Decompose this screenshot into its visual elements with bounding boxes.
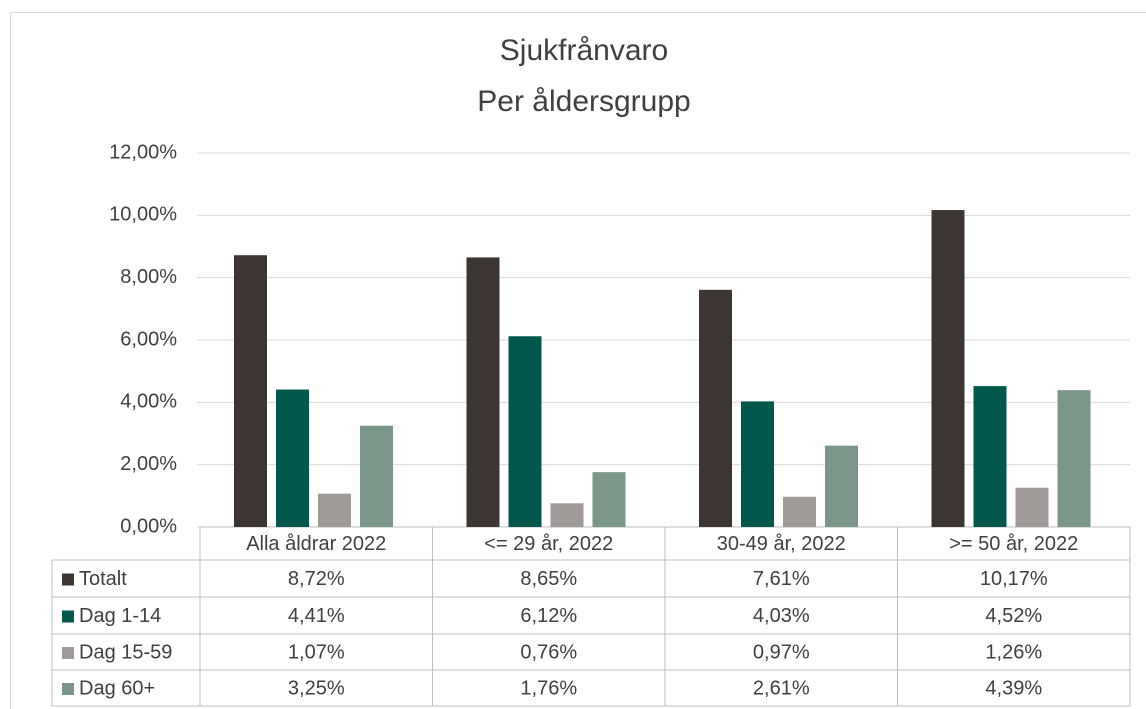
bar <box>1057 390 1091 527</box>
bar <box>276 389 309 527</box>
data-label: 4,52% <box>985 605 1042 627</box>
bar <box>592 472 626 527</box>
bar <box>508 336 542 527</box>
x-tick-label: Alla åldrar 2022 <box>246 533 386 555</box>
y-tick-label: 12,00% <box>109 141 177 163</box>
bar <box>741 401 774 527</box>
legend-label: Dag 1-14 <box>79 605 161 627</box>
legend-label: Dag 60+ <box>79 677 155 699</box>
legend-key <box>62 610 74 623</box>
bar <box>466 257 500 527</box>
data-label: 10,17% <box>980 568 1048 590</box>
data-label: 1,26% <box>985 641 1042 663</box>
bar <box>550 503 584 527</box>
legend-label: Totalt <box>79 568 127 590</box>
x-tick-label: >= 50 år, 2022 <box>949 533 1078 555</box>
y-tick-label: 10,00% <box>109 204 177 226</box>
data-label: 4,39% <box>985 677 1042 699</box>
data-label: 1,07% <box>288 641 345 663</box>
bar <box>783 496 816 527</box>
bar <box>1015 487 1049 527</box>
legend-key <box>62 683 74 695</box>
data-label: 4,41% <box>288 605 345 627</box>
data-label: 1,76% <box>520 677 577 699</box>
data-label: 7,61% <box>753 568 810 590</box>
x-tick-label: <= 29 år, 2022 <box>484 533 613 555</box>
y-tick-label: 0,00% <box>120 515 177 537</box>
bar <box>973 386 1007 527</box>
data-label: 6,12% <box>520 605 577 627</box>
legend-key <box>62 573 74 586</box>
y-tick-label: 6,00% <box>120 328 177 350</box>
data-label: 4,03% <box>753 605 810 627</box>
data-label: 2,61% <box>753 677 810 699</box>
chart-border <box>10 12 1146 709</box>
bar <box>825 445 858 527</box>
x-tick-label: 30-49 år, 2022 <box>717 533 846 555</box>
chart-title: Sjukfrånvaro <box>500 34 668 67</box>
bar <box>360 425 393 527</box>
data-label: 8,65% <box>520 568 577 590</box>
y-tick-label: 8,00% <box>120 266 177 288</box>
data-label: 0,76% <box>520 641 577 663</box>
data-label: 8,72% <box>288 568 345 590</box>
bar <box>318 493 351 527</box>
chart-subtitle: Per åldersgrupp <box>477 85 690 118</box>
legend-key <box>62 647 74 659</box>
bar <box>931 210 965 527</box>
bar <box>699 289 732 527</box>
y-tick-label: 4,00% <box>120 391 177 413</box>
data-label: 0,97% <box>753 641 810 663</box>
data-label: 3,25% <box>288 677 345 699</box>
legend-label: Dag 15-59 <box>79 641 172 663</box>
y-tick-label: 2,00% <box>120 453 177 475</box>
bar <box>234 255 267 527</box>
